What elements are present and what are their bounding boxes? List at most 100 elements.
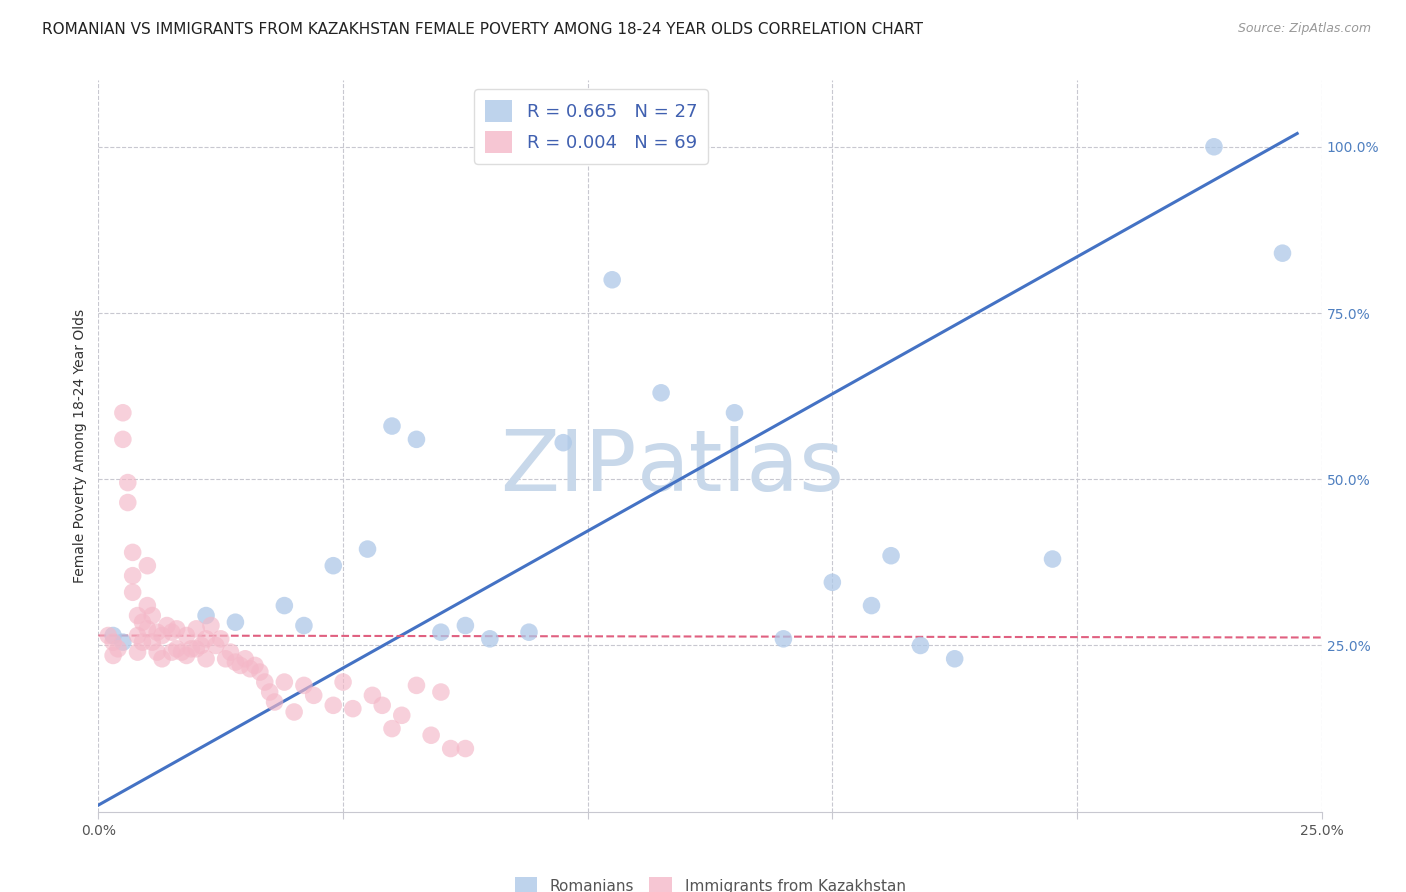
Point <box>273 675 295 690</box>
Point <box>127 628 149 642</box>
Point <box>200 618 222 632</box>
Point <box>160 645 183 659</box>
Point <box>101 648 124 663</box>
Point <box>141 608 163 623</box>
Point <box>131 615 153 630</box>
Point <box>1271 246 1294 260</box>
Point <box>101 635 124 649</box>
Point <box>180 641 202 656</box>
Point <box>127 608 149 623</box>
Point <box>190 639 212 653</box>
Point <box>553 435 575 450</box>
Point <box>772 632 794 646</box>
Point <box>249 665 271 679</box>
Point <box>166 622 188 636</box>
Point <box>121 585 143 599</box>
Point <box>219 645 242 659</box>
Point <box>371 698 394 713</box>
Point <box>141 635 163 649</box>
Point <box>131 635 153 649</box>
Point <box>600 273 623 287</box>
Point <box>150 628 173 642</box>
Point <box>224 615 246 630</box>
Point <box>195 652 218 666</box>
Point <box>150 652 173 666</box>
Point <box>146 625 169 640</box>
Point <box>117 475 139 490</box>
Point <box>136 622 159 636</box>
Point <box>302 689 325 703</box>
Point <box>356 542 378 557</box>
Point <box>263 695 285 709</box>
Text: atlas: atlas <box>637 426 845 509</box>
Point <box>273 599 295 613</box>
Point <box>233 652 256 666</box>
Point <box>880 549 903 563</box>
Point <box>1202 140 1225 154</box>
Point <box>478 632 501 646</box>
Point <box>209 632 232 646</box>
Point <box>214 652 236 666</box>
Point <box>821 575 844 590</box>
Point <box>229 658 252 673</box>
Point <box>943 652 966 666</box>
Point <box>176 648 198 663</box>
Point <box>650 385 672 400</box>
Point <box>156 618 179 632</box>
Point <box>381 722 404 736</box>
Point <box>517 625 540 640</box>
Point <box>97 628 120 642</box>
Point <box>253 675 276 690</box>
Point <box>127 645 149 659</box>
Point <box>111 635 134 649</box>
Point <box>322 558 344 573</box>
Point <box>121 568 143 582</box>
Point <box>283 705 305 719</box>
Point <box>381 419 404 434</box>
Point <box>146 645 169 659</box>
Point <box>292 678 315 692</box>
Point <box>111 433 134 447</box>
Point <box>176 628 198 642</box>
Point <box>391 708 413 723</box>
Point <box>160 625 183 640</box>
Point <box>361 689 384 703</box>
Point <box>420 728 443 742</box>
Point <box>239 662 262 676</box>
Point <box>430 625 453 640</box>
Point <box>454 741 477 756</box>
Point <box>121 545 143 559</box>
Point <box>195 632 218 646</box>
Y-axis label: Female Poverty Among 18-24 Year Olds: Female Poverty Among 18-24 Year Olds <box>73 309 87 583</box>
Point <box>440 741 463 756</box>
Point <box>224 655 246 669</box>
Point <box>186 641 208 656</box>
Point <box>101 628 124 642</box>
Legend: Romanians, Immigrants from Kazakhstan: Romanians, Immigrants from Kazakhstan <box>509 871 911 892</box>
Point <box>910 639 932 653</box>
Point <box>259 685 281 699</box>
Point <box>1042 552 1064 566</box>
Point <box>170 645 193 659</box>
Point <box>332 675 354 690</box>
Point <box>107 641 129 656</box>
Point <box>136 558 159 573</box>
Point <box>322 698 344 713</box>
Point <box>117 495 139 509</box>
Point <box>166 641 188 656</box>
Text: ROMANIAN VS IMMIGRANTS FROM KAZAKHSTAN FEMALE POVERTY AMONG 18-24 YEAR OLDS CORR: ROMANIAN VS IMMIGRANTS FROM KAZAKHSTAN F… <box>42 22 924 37</box>
Point <box>723 406 745 420</box>
Point <box>430 685 453 699</box>
Point <box>195 608 218 623</box>
Point <box>405 678 427 692</box>
Point <box>243 658 266 673</box>
Point <box>111 406 134 420</box>
Point <box>860 599 883 613</box>
Text: ZIP: ZIP <box>501 426 637 509</box>
Point <box>136 599 159 613</box>
Text: Source: ZipAtlas.com: Source: ZipAtlas.com <box>1237 22 1371 36</box>
Point <box>205 639 228 653</box>
Point <box>186 622 208 636</box>
Point <box>454 618 477 632</box>
Point <box>342 701 364 715</box>
